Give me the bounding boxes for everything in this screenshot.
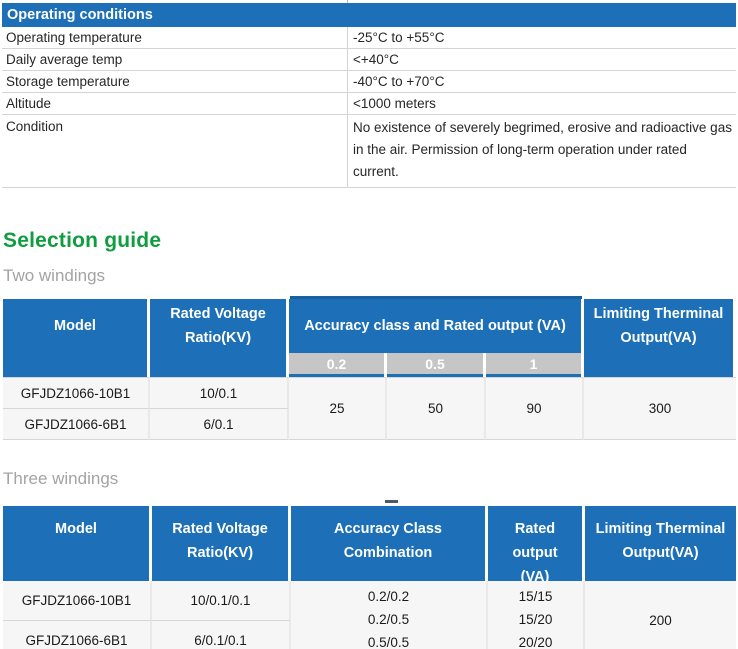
row-value: <+40°C <box>347 49 736 70</box>
rated-output-line: 15/15 <box>518 589 553 604</box>
three-windings-table: Model Rated Voltage Ratio(KV) Accuracy C… <box>3 506 736 649</box>
clipped-border-artifact <box>347 0 348 3</box>
clipped-text-artifact <box>385 500 398 503</box>
row-label: Operating temperature <box>6 29 142 45</box>
three-windings-subtitle: Three windings <box>3 469 119 488</box>
accuracy-combination-line: 0.2/0.2 <box>367 589 410 604</box>
row-value: <1000 meters <box>347 93 736 114</box>
col-header-label: Model <box>54 318 96 334</box>
col-header-model: Model <box>3 299 150 377</box>
cell-rated-outputs: 15/15 15/20 20/20 <box>488 581 585 649</box>
operating-conditions-table: Operating conditions Operating temperatu… <box>2 3 736 188</box>
clipped-text-artifact <box>290 296 582 299</box>
col-header-label: Limiting Therminal Output(VA) <box>593 306 724 346</box>
col-header-rated-voltage-ratio: Rated Voltage Ratio(KV) <box>150 299 289 377</box>
accuracy-combination-line: 0.5/0.5 <box>367 635 410 649</box>
accuracy-class-0.5: 0.5 <box>387 353 483 374</box>
cell-model: GFJDZ1066-6B1 <box>3 408 150 440</box>
col-header-rated-voltage-ratio: Rated Voltage Ratio(KV) <box>152 506 291 581</box>
cell-output-1: 90 <box>486 377 584 440</box>
cell-ratio: 10/0.1/0.1 <box>152 581 291 620</box>
accuracy-class-0.2: 0.2 <box>289 353 384 374</box>
table-row: Storage temperature -40°C to +70°C <box>2 71 736 93</box>
subheader-cell: 1 <box>486 353 584 377</box>
two-windings-table: Model Rated Voltage Ratio(KV) Accuracy c… <box>3 299 736 440</box>
row-value: -40°C to +70°C <box>347 71 736 92</box>
two-windings-subtitle: Two windings <box>3 266 106 285</box>
row-value: No existence of severely begrimed, erosi… <box>347 115 736 187</box>
col-header-label: Rated output (VA) <box>512 521 558 585</box>
operating-conditions-title: Operating conditions <box>2 3 736 27</box>
row-value: -25°C to +55°C <box>347 27 736 48</box>
subheader-cell: 0.5 <box>387 353 486 377</box>
cell-ratio: 6/0.1 <box>150 408 289 440</box>
col-header-label: Accuracy Class Combination <box>333 521 442 561</box>
table-row: Condition No existence of severely begri… <box>2 115 736 188</box>
row-label: Altitude <box>6 95 52 111</box>
cell-model: GFJDZ1066-10B1 <box>3 581 152 620</box>
cell-ratio: 6/0.1/0.1 <box>152 620 291 649</box>
col-header-label: Accuracy class and Rated output (VA) <box>304 318 566 334</box>
col-header-label: Rated Voltage Ratio(KV) <box>172 521 268 561</box>
col-header-label: Limiting Therminal Output(VA) <box>595 521 726 561</box>
col-header-limiting-output: Limiting Therminal Output(VA) <box>584 299 736 377</box>
cell-output-0.5: 50 <box>387 377 486 440</box>
rated-output-line: 20/20 <box>518 635 553 649</box>
table-row: Daily average temp <+40°C <box>2 49 736 71</box>
cell-limiting-output: 200 <box>585 581 736 649</box>
table-row: Operating temperature -25°C to +55°C <box>2 27 736 49</box>
accuracy-class-1: 1 <box>486 353 581 374</box>
row-label: Daily average temp <box>6 51 123 67</box>
table-row: Altitude <1000 meters <box>2 93 736 115</box>
row-label: Storage temperature <box>6 73 130 89</box>
col-header-rated-output: Rated output (VA) <box>488 506 585 585</box>
cell-accuracy-combinations: 0.2/0.2 0.2/0.5 0.5/0.5 <box>291 581 488 649</box>
col-header-limiting-output: Limiting Therminal Output(VA) <box>585 506 736 581</box>
cell-ratio: 10/0.1 <box>150 377 289 408</box>
rated-output-line: 15/20 <box>518 612 553 627</box>
col-header-accuracy-class-combination: Accuracy Class Combination <box>291 506 488 581</box>
col-header-accuracy-group: Accuracy class and Rated output (VA) <box>289 299 584 353</box>
cell-model: GFJDZ1066-10B1 <box>3 377 150 408</box>
cell-limiting-output: 300 <box>584 377 736 440</box>
col-header-model: Model <box>3 506 152 581</box>
cell-model: GFJDZ1066-6B1 <box>3 620 152 649</box>
cell-output-0.2: 25 <box>289 377 387 440</box>
col-header-label: Model <box>55 521 97 537</box>
accuracy-combination-line: 0.2/0.5 <box>367 612 410 627</box>
row-label: Condition <box>6 119 64 134</box>
subheader-cell: 0.2 <box>289 353 387 377</box>
selection-guide-heading: Selection guide <box>3 229 162 252</box>
col-header-label: Rated Voltage Ratio(KV) <box>170 306 266 346</box>
